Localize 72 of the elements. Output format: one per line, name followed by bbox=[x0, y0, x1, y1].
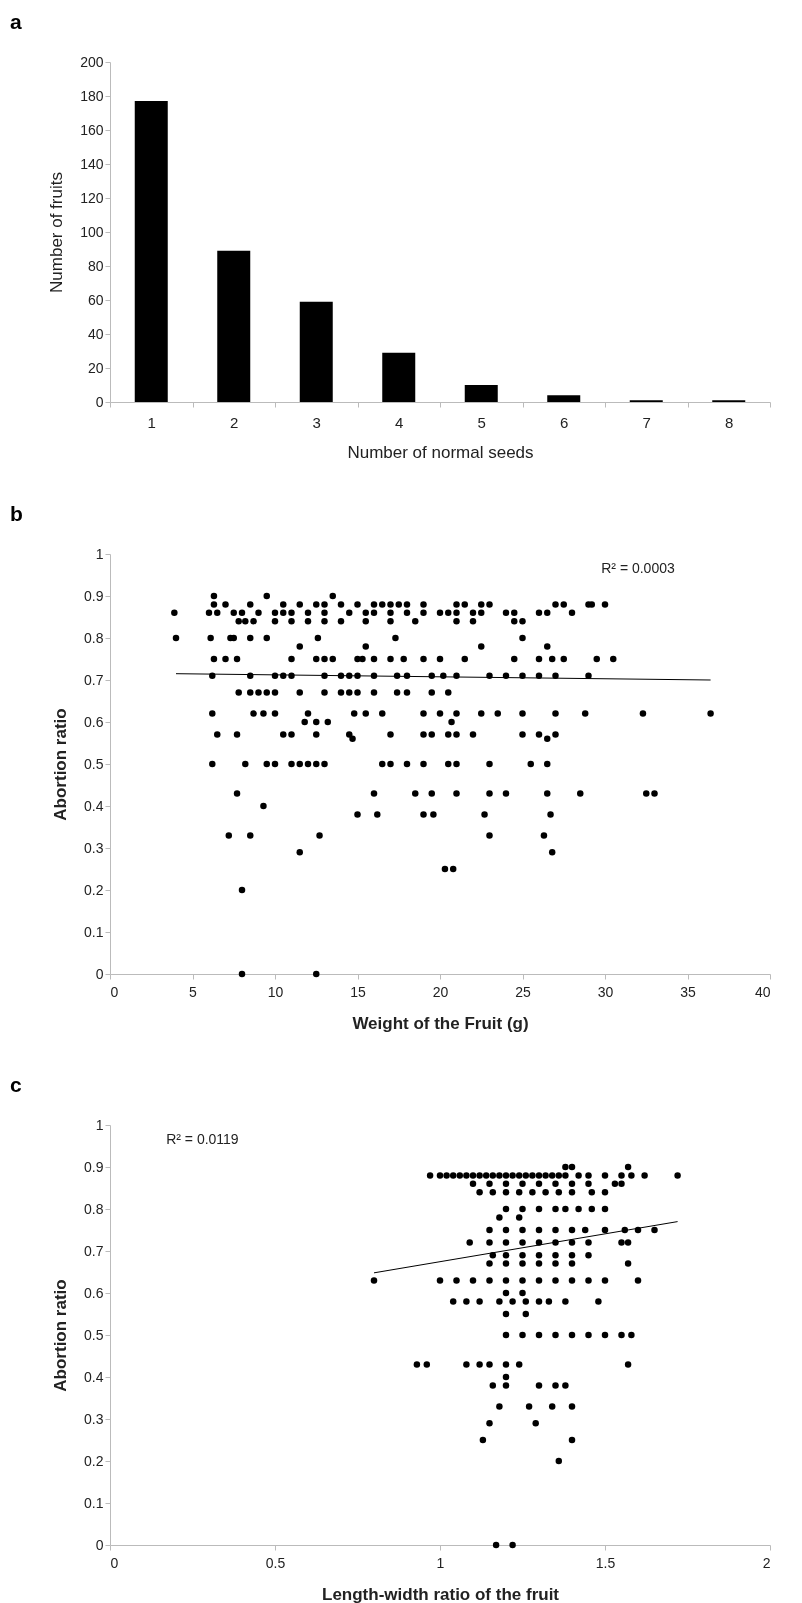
y-tick-label: 0.1 bbox=[84, 1494, 104, 1511]
y-tick-label: 0.7 bbox=[84, 671, 104, 688]
x-tick-label: 1 bbox=[147, 413, 156, 431]
x-tick-label: 0 bbox=[110, 983, 119, 1000]
x-tick-label: 0 bbox=[110, 1554, 119, 1571]
y-tick-label: 0.2 bbox=[84, 1452, 104, 1469]
bar bbox=[464, 385, 498, 402]
y-tick-label: 0.7 bbox=[84, 1242, 104, 1259]
y-tick-label: 60 bbox=[87, 291, 104, 308]
y-axis-title: Number of fruits bbox=[47, 172, 67, 293]
y-tick-label: 0.3 bbox=[84, 1410, 104, 1427]
y-tick-label: 20 bbox=[87, 359, 104, 376]
y-tick-label: 0.1 bbox=[84, 923, 104, 940]
x-tick-label: 20 bbox=[432, 983, 449, 1000]
chart-title: a bbox=[10, 10, 22, 33]
bar bbox=[382, 352, 416, 402]
y-tick-label: 0.8 bbox=[84, 1200, 104, 1217]
y-tick-label: 1 bbox=[95, 545, 104, 562]
x-tick-label: 0.5 bbox=[265, 1554, 286, 1571]
y-tick-label: 0.8 bbox=[84, 629, 104, 646]
y-tick-label: 0.5 bbox=[84, 1326, 104, 1343]
x-tick-label: 7 bbox=[642, 413, 651, 431]
y-tick-label: 0.9 bbox=[84, 587, 104, 604]
x-tick-label: 2 bbox=[230, 413, 239, 431]
x-tick-label: 10 bbox=[267, 983, 284, 1000]
x-tick-label: 30 bbox=[597, 983, 614, 1000]
x-tick-label: 40 bbox=[754, 983, 771, 1000]
x-tick-label: 35 bbox=[680, 983, 696, 1000]
y-tick-label: 0.6 bbox=[84, 1284, 104, 1301]
bar bbox=[547, 395, 581, 402]
x-axis-title: Weight of the Fruit (g) bbox=[352, 1013, 529, 1033]
x-axis-title: Number of normal seeds bbox=[347, 442, 534, 462]
y-tick-label: 160 bbox=[80, 121, 104, 138]
x-tick-label: 5 bbox=[189, 983, 198, 1000]
y-tick-label: 0 bbox=[95, 393, 104, 410]
x-tick-label: 5 bbox=[477, 413, 486, 431]
x-tick-label: 1 bbox=[436, 1554, 445, 1571]
x-tick-label: 2 bbox=[762, 1554, 771, 1571]
bar bbox=[299, 301, 333, 402]
bar bbox=[217, 250, 251, 402]
y-tick-label: 180 bbox=[80, 87, 104, 104]
x-tick-label: 4 bbox=[395, 413, 404, 431]
x-axis-title: Length-width ratio of the fruit bbox=[321, 1584, 560, 1603]
y-tick-label: 40 bbox=[87, 325, 104, 342]
y-tick-label: 120 bbox=[80, 189, 104, 206]
bar bbox=[134, 101, 168, 402]
y-tick-label: 0.4 bbox=[84, 797, 104, 814]
y-tick-label: 0.3 bbox=[84, 839, 104, 856]
x-tick-label: 25 bbox=[515, 983, 531, 1000]
y-axis-title: Abortion ratio bbox=[51, 708, 71, 821]
y-tick-label: 200 bbox=[80, 53, 104, 70]
y-tick-label: 1 bbox=[95, 1116, 104, 1133]
y-tick-label: 0 bbox=[95, 965, 104, 982]
y-tick-label: 0.9 bbox=[84, 1158, 104, 1175]
y-tick-label: 0.5 bbox=[84, 755, 104, 772]
y-tick-label: 0.2 bbox=[84, 881, 104, 898]
y-axis-title: Abortion ratio bbox=[51, 1279, 71, 1392]
y-tick-label: 100 bbox=[80, 223, 104, 240]
x-tick-label: 15 bbox=[350, 983, 366, 1000]
chart-title: c bbox=[10, 1073, 22, 1096]
x-tick-label: 3 bbox=[312, 413, 321, 431]
x-tick-label: 1.5 bbox=[595, 1554, 616, 1571]
y-tick-label: 80 bbox=[87, 257, 104, 274]
y-tick-label: 0.6 bbox=[84, 713, 104, 730]
y-tick-label: 140 bbox=[80, 155, 104, 172]
y-tick-label: 0.4 bbox=[84, 1368, 104, 1385]
chart-title: b bbox=[10, 502, 23, 525]
x-tick-label: 6 bbox=[560, 413, 569, 431]
annotation: R² = 0.0119 bbox=[166, 1130, 239, 1147]
y-tick-label: 0 bbox=[95, 1536, 104, 1553]
annotation: R² = 0.0003 bbox=[601, 559, 675, 576]
x-tick-label: 8 bbox=[725, 413, 734, 431]
